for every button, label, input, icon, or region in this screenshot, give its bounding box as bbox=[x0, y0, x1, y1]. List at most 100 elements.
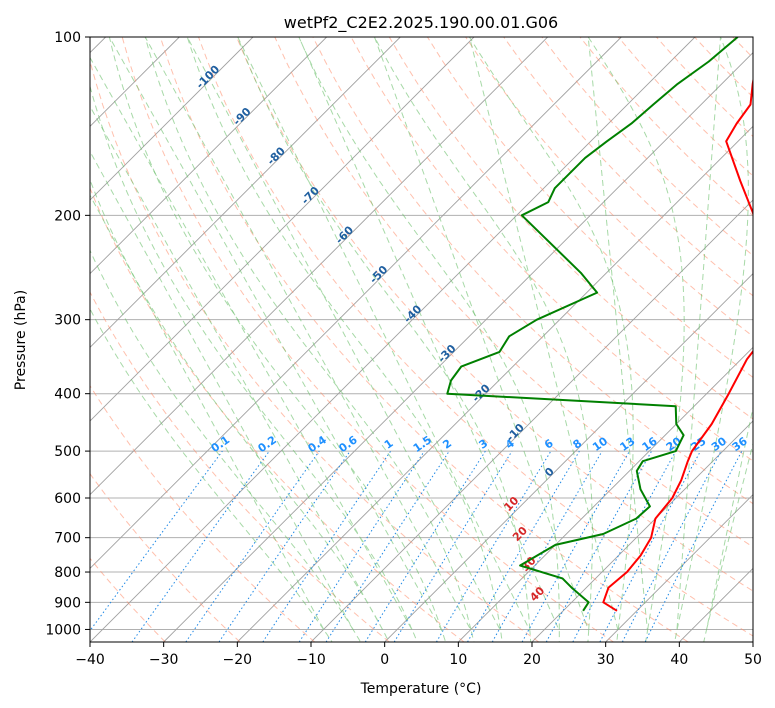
mixing-ratio-label: 0.6 bbox=[336, 433, 360, 455]
isotherm-line bbox=[237, 125, 753, 642]
y-tick-label: 800 bbox=[54, 565, 81, 581]
isotherm-line bbox=[163, 52, 753, 642]
mixing-ratio-label: 1.5 bbox=[411, 433, 434, 455]
mixing-ratio-line bbox=[90, 450, 223, 632]
isotherm-line bbox=[90, 37, 548, 496]
dry-adiabat bbox=[274, 37, 753, 548]
y-tick-label: 900 bbox=[54, 595, 81, 611]
isotherm-line bbox=[90, 37, 475, 422]
dry-adiabat bbox=[656, 37, 753, 138]
isotherm-label: -30 bbox=[435, 342, 458, 365]
dry-adiabat bbox=[388, 37, 753, 420]
x-tick-label: −30 bbox=[149, 652, 179, 668]
dry-adiabat bbox=[90, 59, 540, 642]
mixing-ratio-line bbox=[298, 450, 425, 642]
y-tick-label: 500 bbox=[54, 444, 81, 460]
mixing-ratio-label: 0.4 bbox=[306, 433, 330, 455]
isotherm-line bbox=[752, 641, 753, 642]
mixing-ratio-label: 1 bbox=[382, 437, 396, 452]
isotherm-line bbox=[679, 567, 753, 642]
chart-title: wetPf2_C2E2.2025.190.00.01.G06 bbox=[284, 13, 558, 33]
isotherm-line bbox=[90, 37, 327, 275]
dry-adiabat-lines bbox=[90, 37, 775, 642]
y-tick-label: 600 bbox=[54, 491, 81, 507]
mixing-ratio-line bbox=[325, 450, 450, 642]
mixing-ratio-line bbox=[572, 450, 677, 642]
x-tick-label: 40 bbox=[670, 652, 688, 668]
moist-adiabat bbox=[587, 37, 685, 642]
dry-adiabat bbox=[465, 37, 753, 338]
y-axis: 100 200 300 400 500 600 700 800 900 1000 bbox=[45, 30, 90, 638]
isotherm-label: -90 bbox=[230, 105, 253, 128]
dry-adiabat-label: 40 bbox=[527, 584, 547, 604]
isotherm-line bbox=[90, 37, 254, 201]
x-axis: −40 −30 −20 −10 0 10 20 30 40 50 bbox=[75, 642, 762, 668]
isotherm-line bbox=[458, 346, 753, 642]
dry-adiabat bbox=[90, 291, 390, 642]
x-tick-label: −20 bbox=[223, 652, 253, 668]
y-tick-label: 1000 bbox=[45, 622, 81, 638]
dry-adiabat bbox=[350, 37, 753, 462]
temperature-profile bbox=[602, 76, 753, 612]
dry-adiabat bbox=[541, 37, 753, 257]
dry-adiabat bbox=[121, 37, 614, 642]
isotherm-line bbox=[310, 199, 753, 642]
isotherm-line bbox=[384, 273, 753, 642]
moist-adiabat bbox=[374, 37, 593, 642]
mixing-ratio-line bbox=[545, 450, 653, 642]
x-tick-label: −10 bbox=[296, 652, 326, 668]
isotherm-label: -60 bbox=[333, 223, 356, 246]
isotherm-line bbox=[90, 37, 696, 642]
mixing-ratio-lines bbox=[90, 450, 743, 642]
pressure-gridlines bbox=[90, 37, 753, 630]
sounding-profiles bbox=[446, 37, 753, 612]
moist-adiabat bbox=[237, 37, 532, 642]
isotherm-line bbox=[90, 37, 622, 569]
moist-adiabat bbox=[298, 37, 560, 642]
mixing-ratio-line bbox=[521, 450, 630, 642]
y-tick-label: 100 bbox=[54, 30, 81, 46]
mixing-ratio-line bbox=[644, 450, 743, 642]
isotherm-label: -70 bbox=[299, 184, 322, 207]
moist-adiabat bbox=[703, 405, 753, 642]
dry-adiabat bbox=[732, 37, 753, 59]
isotherm-label: -40 bbox=[401, 302, 424, 325]
dry-adiabat bbox=[90, 186, 465, 642]
mixing-ratio-line bbox=[599, 450, 701, 642]
mixing-ratio-line bbox=[393, 450, 513, 642]
mixing-ratio-label: 0.2 bbox=[256, 433, 279, 455]
dry-adiabat bbox=[159, 37, 689, 642]
x-tick-label: 10 bbox=[449, 652, 467, 668]
y-tick-label: 700 bbox=[54, 531, 81, 547]
isotherm-line bbox=[605, 494, 753, 642]
y-tick-label: 300 bbox=[54, 313, 81, 329]
dry-adiabat-label: 20 bbox=[510, 524, 530, 544]
moist-adiabat bbox=[144, 37, 475, 642]
dry-adiabat-label: 10 bbox=[501, 494, 521, 514]
isotherm-label: -20 bbox=[470, 381, 493, 404]
plot-frame bbox=[89, 36, 754, 643]
x-tick-label: 30 bbox=[597, 652, 615, 668]
moist-adiabat bbox=[186, 37, 503, 642]
mixing-ratio-line bbox=[131, 450, 270, 642]
isotherm-label: -80 bbox=[265, 144, 288, 167]
y-tick-label: 200 bbox=[54, 208, 81, 224]
x-axis-title: Temperature (°C) bbox=[360, 681, 482, 697]
moist-adiabat bbox=[108, 37, 447, 642]
mixing-ratio-line bbox=[262, 450, 392, 642]
isotherm-line bbox=[531, 420, 753, 642]
dry-adiabat bbox=[771, 37, 775, 642]
moist-adiabat bbox=[90, 150, 362, 642]
mixing-ratio-label: 6 bbox=[542, 437, 556, 452]
moist-adiabat bbox=[674, 37, 749, 642]
moist-adiabat-lines bbox=[90, 37, 753, 642]
moist-adiabat bbox=[90, 56, 418, 642]
mixing-ratio-line bbox=[218, 450, 351, 642]
dry-adiabat bbox=[236, 37, 753, 592]
dewpoint-profile bbox=[446, 37, 739, 612]
dry-adiabat bbox=[198, 37, 753, 637]
mixing-ratio-label: 2 bbox=[440, 437, 454, 452]
dry-adiabat bbox=[90, 472, 241, 642]
x-tick-label: 0 bbox=[380, 652, 389, 668]
